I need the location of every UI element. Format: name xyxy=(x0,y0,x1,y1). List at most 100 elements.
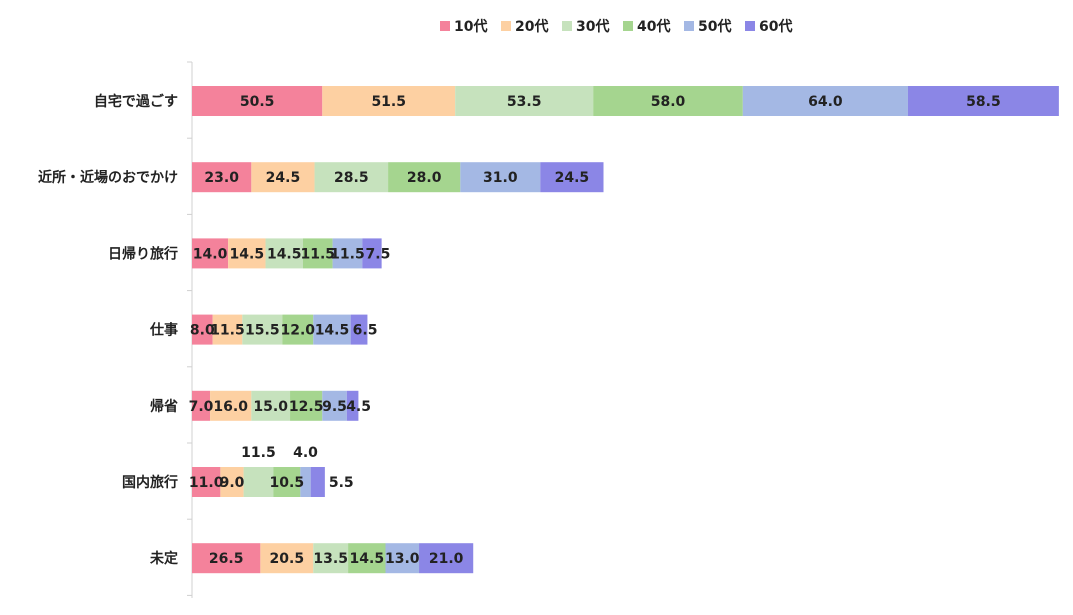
bar-segment xyxy=(907,86,1059,116)
category-label: 仕事 xyxy=(149,322,178,339)
legend-label: 50代 xyxy=(698,18,731,35)
bar-segment xyxy=(362,238,382,269)
bar-segment xyxy=(455,86,594,116)
legend-swatch xyxy=(745,21,755,31)
value-label: 13.5 xyxy=(313,551,348,567)
value-label: 12.5 xyxy=(289,399,324,415)
value-label: 11.0 xyxy=(189,475,224,491)
legend-swatch xyxy=(440,21,450,31)
bar-segment xyxy=(302,238,333,269)
bar-segment xyxy=(300,467,311,497)
value-label: 58.5 xyxy=(966,94,1001,110)
value-label: 8.0 xyxy=(190,323,215,339)
legend-swatch xyxy=(501,21,511,31)
category-label: 自宅で過ごす xyxy=(94,93,178,110)
value-label: 21.0 xyxy=(429,551,464,567)
bar-segment xyxy=(192,543,261,574)
value-label: 6.5 xyxy=(353,323,378,339)
value-label: 11.5 xyxy=(330,246,365,262)
bar-segment xyxy=(332,238,363,269)
bar-segment xyxy=(251,162,315,193)
legend-swatch xyxy=(562,21,572,31)
bar-segment xyxy=(385,543,420,574)
value-label: 12.0 xyxy=(281,323,316,339)
bar-segment xyxy=(346,390,359,421)
legend-label: 10代 xyxy=(454,18,487,35)
bar-segment xyxy=(313,314,351,345)
legend-label: 20代 xyxy=(515,18,548,35)
value-label: 11.5 xyxy=(241,445,276,461)
value-label: 31.0 xyxy=(483,170,518,186)
category-label: 帰省 xyxy=(150,398,178,415)
value-label: 7.5 xyxy=(366,246,391,262)
bar-segment xyxy=(742,86,908,116)
value-label: 24.5 xyxy=(266,170,301,186)
bar-segment xyxy=(260,543,314,574)
value-label: 13.0 xyxy=(385,551,420,567)
value-label: 9.0 xyxy=(220,475,245,491)
bar-segment xyxy=(273,467,301,497)
bar-segment xyxy=(282,314,314,345)
value-label: 24.5 xyxy=(555,170,590,186)
bar-segment xyxy=(212,314,243,345)
bar-segment xyxy=(322,86,456,116)
value-label: 7.0 xyxy=(189,399,214,415)
bar-segment xyxy=(388,162,461,193)
value-label: 28.5 xyxy=(334,170,369,186)
bar-segment xyxy=(192,467,221,497)
value-label: 26.5 xyxy=(209,551,244,567)
bar-segment xyxy=(192,390,211,421)
value-label: 28.0 xyxy=(407,170,442,186)
bar-segment xyxy=(251,390,291,421)
value-label: 14.0 xyxy=(193,246,228,262)
value-label: 51.5 xyxy=(371,94,406,110)
value-label: 50.5 xyxy=(240,94,275,110)
value-label: 16.0 xyxy=(213,399,248,415)
category-label: 近所・近場のおでかけ xyxy=(38,169,178,186)
bar-segment xyxy=(265,238,303,269)
bar-segment xyxy=(228,238,266,269)
value-label: 14.5 xyxy=(350,551,385,567)
bar-segment xyxy=(210,390,252,421)
value-label: 5.5 xyxy=(329,475,354,491)
bar-segment xyxy=(419,543,474,574)
legend: 10代 20代 30代 40代 50代 60代 xyxy=(440,18,792,35)
value-label: 11.5 xyxy=(210,323,245,339)
value-label: 14.5 xyxy=(230,246,265,262)
value-label: 15.5 xyxy=(245,323,280,339)
bar-segment xyxy=(242,314,283,345)
value-label: 58.0 xyxy=(651,94,686,110)
bar-segment xyxy=(192,314,213,345)
bar-segment xyxy=(192,238,229,269)
bar-segment xyxy=(243,467,274,497)
value-label: 23.0 xyxy=(204,170,239,186)
legend-label: 60代 xyxy=(759,18,792,35)
legend-swatch xyxy=(623,21,633,31)
bar-segment xyxy=(314,162,389,193)
value-label: 14.5 xyxy=(267,246,302,262)
value-label: 14.5 xyxy=(315,323,350,339)
bar-segment xyxy=(460,162,541,193)
value-label: 53.5 xyxy=(507,94,542,110)
category-label: 未定 xyxy=(150,550,178,567)
bar-segment xyxy=(290,390,323,421)
legend-swatch xyxy=(684,21,694,31)
legend-label: 30代 xyxy=(576,18,609,35)
bar-segment xyxy=(593,86,743,116)
legend-label: 40代 xyxy=(637,18,670,35)
category-label: 日帰り旅行 xyxy=(108,245,178,262)
value-label: 4.0 xyxy=(293,445,318,461)
value-label: 10.5 xyxy=(270,475,305,491)
bar-segment xyxy=(220,467,244,497)
bar-segment xyxy=(322,390,347,421)
bar-segment xyxy=(313,543,349,574)
value-label: 15.0 xyxy=(253,399,288,415)
value-label: 11.5 xyxy=(301,246,336,262)
bar-segment xyxy=(192,162,252,193)
category-label: 国内旅行 xyxy=(122,474,178,491)
bar-segment xyxy=(310,467,325,497)
bar-segment xyxy=(350,314,368,345)
value-label: 9.5 xyxy=(322,399,347,415)
